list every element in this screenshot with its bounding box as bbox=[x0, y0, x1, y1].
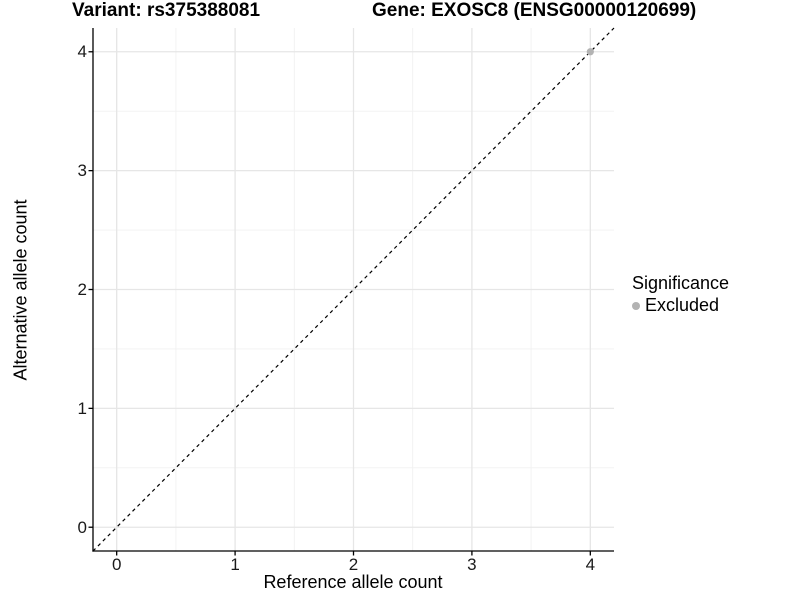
x-tick-label: 0 bbox=[111, 555, 122, 574]
legend: Significance Excluded bbox=[632, 273, 729, 316]
legend-item-label: Excluded bbox=[645, 295, 720, 315]
data-point-excluded bbox=[586, 48, 594, 56]
legend-title: Significance bbox=[632, 273, 730, 293]
x-tick-label: 2 bbox=[348, 555, 359, 574]
x-axis-title: Reference allele count bbox=[263, 572, 443, 592]
y-axis-title: Alternative allele count bbox=[10, 199, 31, 381]
x-tick-label: 1 bbox=[230, 555, 240, 574]
y-tick-label: 1 bbox=[77, 398, 87, 418]
y-tick-label: 4 bbox=[77, 42, 87, 62]
legend-item-excluded: Excluded bbox=[632, 295, 729, 316]
x-tick-label: 3 bbox=[467, 555, 477, 574]
excluded-point-icon bbox=[632, 301, 640, 310]
y-tick-label: 0 bbox=[77, 517, 87, 537]
plot-title-gene: Gene: EXOSC8 (ENSG00000120699) bbox=[372, 0, 697, 21]
y-tick-label: 3 bbox=[77, 161, 87, 181]
y-tick-label: 2 bbox=[77, 280, 87, 299]
x-tick-label: 4 bbox=[585, 555, 596, 574]
plot-title-variant: Variant: rs375388081 bbox=[72, 0, 261, 21]
